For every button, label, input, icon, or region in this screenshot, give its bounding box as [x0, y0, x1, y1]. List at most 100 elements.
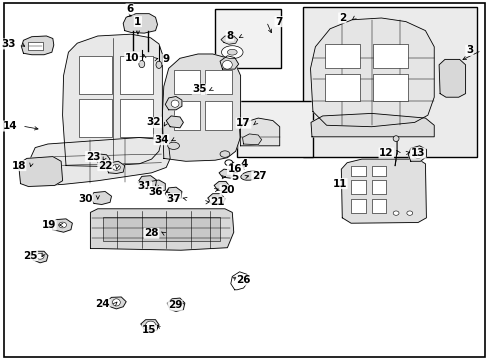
Polygon shape: [167, 298, 184, 311]
Ellipse shape: [59, 222, 66, 228]
Bar: [237, 101, 312, 157]
Text: 37: 37: [166, 194, 181, 204]
Bar: [215, 9, 281, 68]
Ellipse shape: [220, 151, 229, 157]
Polygon shape: [96, 154, 110, 164]
Polygon shape: [239, 118, 279, 146]
Bar: [350, 166, 365, 176]
Text: 7: 7: [274, 17, 282, 27]
Bar: [371, 166, 386, 176]
Text: 12: 12: [378, 148, 393, 158]
Polygon shape: [165, 96, 182, 110]
Text: 14: 14: [2, 121, 17, 131]
Polygon shape: [90, 209, 233, 250]
Text: 22: 22: [98, 161, 112, 171]
Polygon shape: [106, 297, 126, 309]
Polygon shape: [90, 192, 111, 204]
Polygon shape: [166, 116, 183, 128]
Ellipse shape: [392, 211, 398, 215]
Bar: [325, 44, 360, 68]
Bar: [120, 99, 153, 137]
Polygon shape: [138, 176, 156, 189]
Ellipse shape: [156, 61, 162, 68]
Bar: [79, 56, 112, 94]
Text: 25: 25: [23, 251, 38, 261]
Bar: [371, 180, 386, 194]
Text: 5: 5: [231, 172, 238, 182]
Bar: [372, 74, 407, 101]
Polygon shape: [207, 194, 224, 204]
Polygon shape: [30, 138, 170, 185]
Bar: [79, 99, 112, 137]
Text: 2: 2: [338, 13, 345, 23]
Text: 35: 35: [192, 84, 206, 94]
Polygon shape: [310, 113, 433, 137]
Polygon shape: [165, 187, 182, 200]
Text: 20: 20: [220, 185, 234, 195]
Text: 18: 18: [11, 161, 26, 171]
Text: 10: 10: [124, 53, 139, 63]
Ellipse shape: [392, 136, 398, 141]
Text: 29: 29: [167, 300, 182, 310]
Polygon shape: [147, 180, 165, 192]
Bar: [325, 74, 360, 101]
Ellipse shape: [412, 150, 422, 158]
Polygon shape: [30, 251, 48, 263]
Bar: [303, 7, 476, 157]
Bar: [173, 101, 200, 130]
Ellipse shape: [415, 152, 420, 156]
Text: 31: 31: [137, 181, 151, 192]
Text: 19: 19: [41, 220, 56, 230]
Polygon shape: [219, 169, 233, 178]
Polygon shape: [310, 18, 433, 127]
Bar: [372, 44, 407, 68]
Text: 8: 8: [226, 31, 233, 41]
Text: 30: 30: [78, 194, 93, 204]
Polygon shape: [221, 36, 237, 44]
Ellipse shape: [167, 142, 179, 149]
Polygon shape: [162, 54, 240, 161]
Bar: [371, 199, 386, 213]
Polygon shape: [214, 181, 229, 192]
Text: 34: 34: [154, 135, 168, 145]
Text: 4: 4: [240, 159, 248, 169]
Ellipse shape: [139, 60, 144, 68]
Polygon shape: [19, 157, 62, 186]
Bar: [102, 217, 220, 241]
Ellipse shape: [224, 160, 232, 166]
Text: 17: 17: [236, 118, 250, 128]
Text: 26: 26: [236, 275, 250, 285]
Bar: [205, 101, 232, 130]
Text: 33: 33: [1, 39, 16, 49]
Bar: [205, 70, 232, 94]
Text: 11: 11: [332, 179, 346, 189]
Text: 1: 1: [134, 17, 141, 27]
Text: 27: 27: [251, 171, 266, 181]
Polygon shape: [438, 59, 465, 97]
Text: 36: 36: [148, 186, 163, 197]
Polygon shape: [407, 146, 426, 161]
Text: 13: 13: [410, 148, 425, 158]
Polygon shape: [51, 219, 72, 232]
Ellipse shape: [36, 253, 44, 259]
Polygon shape: [242, 134, 261, 145]
Text: 21: 21: [210, 197, 224, 207]
Ellipse shape: [145, 321, 155, 328]
Ellipse shape: [227, 49, 237, 55]
Bar: [28, 42, 43, 50]
Ellipse shape: [112, 299, 120, 306]
Text: 32: 32: [146, 117, 161, 127]
Text: 15: 15: [142, 325, 156, 336]
Bar: [120, 56, 153, 94]
Polygon shape: [123, 14, 157, 33]
Ellipse shape: [112, 165, 120, 170]
Bar: [350, 180, 365, 194]
Text: 6: 6: [126, 4, 133, 14]
Polygon shape: [141, 320, 159, 330]
Text: 9: 9: [163, 54, 169, 64]
Ellipse shape: [171, 100, 179, 107]
Polygon shape: [341, 159, 426, 223]
Text: 3: 3: [465, 45, 472, 55]
Bar: [173, 70, 200, 94]
Bar: [350, 199, 365, 213]
